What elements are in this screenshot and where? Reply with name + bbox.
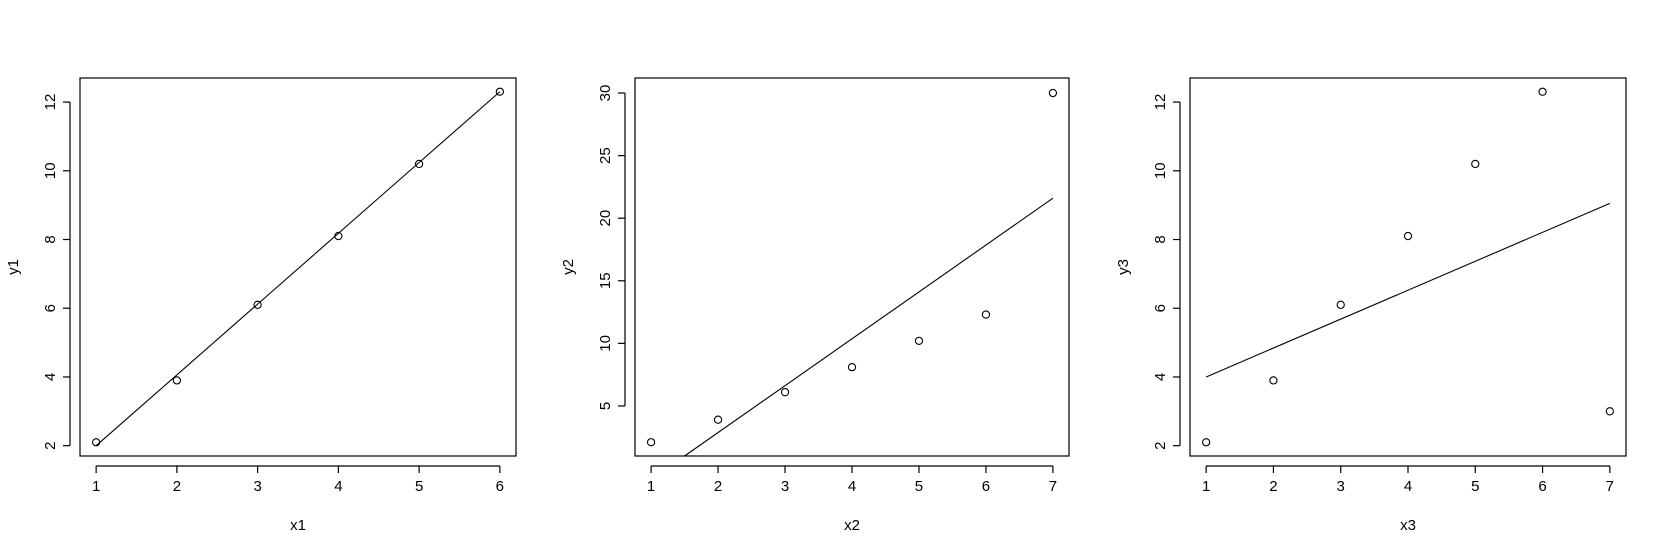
data-point: [981, 310, 991, 319]
x-tick-label: 5: [1471, 478, 1479, 495]
y-tick-label: 20: [597, 210, 614, 227]
y-tick-label: 4: [42, 373, 59, 381]
scatter-panel-2: 1 2 3 4 5 6 7 5 10 15 20 25 30 x2 y2: [560, 77, 1070, 534]
y-tick-label: 5: [597, 402, 614, 410]
x-tick-label: 6: [982, 478, 990, 495]
plot-frame: [79, 77, 517, 457]
x-tick-label: 5: [915, 478, 923, 495]
data-point: [334, 231, 343, 241]
plot-frame: [1189, 77, 1627, 457]
data-point: [646, 438, 656, 447]
y-tick-label: 12: [1152, 94, 1169, 111]
x-tick-label: 7: [1606, 478, 1614, 495]
x-axis-label: x3: [1400, 517, 1416, 534]
data-point: [414, 159, 424, 169]
y-tick-label: 6: [1152, 304, 1169, 312]
data-point: [1538, 87, 1547, 96]
data-point: [253, 300, 262, 309]
data-point: [1471, 159, 1480, 169]
x-tick-label: 5: [415, 478, 423, 495]
data-point: [495, 87, 505, 96]
y-tick-label: 15: [597, 272, 614, 289]
fit-line: [684, 197, 1054, 457]
data-point: [1048, 88, 1058, 98]
x-tick-label: 6: [496, 478, 504, 495]
y-tick-label: 4: [1152, 373, 1169, 381]
y-tick-label: 10: [42, 162, 59, 179]
y-tick-label: 30: [597, 85, 614, 102]
data-point: [1201, 438, 1211, 447]
x-axis-label: x2: [844, 517, 860, 534]
x-axis-label: x1: [290, 517, 306, 534]
y-axis-label: y3: [1115, 259, 1132, 275]
x-tick-label: 7: [1049, 478, 1057, 495]
data-point: [780, 388, 790, 397]
fit-line: [1205, 202, 1611, 378]
data-point: [1605, 407, 1615, 416]
data-point: [914, 336, 924, 345]
y-axis-label: y1: [5, 259, 22, 275]
y-tick-label: 2: [42, 442, 59, 450]
y-tick-label: 6: [42, 304, 59, 312]
x-tick-label: 1: [647, 478, 655, 495]
data-point: [172, 376, 182, 385]
y-tick-label: 10: [1152, 162, 1169, 179]
x-tick-label: 3: [781, 478, 789, 495]
data-point: [1336, 300, 1345, 309]
y-tick-label: 8: [1152, 235, 1169, 243]
x-tick-label: 1: [1202, 478, 1210, 495]
x-tick-label: 3: [253, 478, 261, 495]
y-tick-label: 2: [1152, 442, 1169, 450]
data-point: [1269, 376, 1278, 385]
data-point: [847, 362, 857, 372]
x-tick-label: 1: [92, 478, 100, 495]
y-axis-label: y2: [560, 259, 577, 275]
data-point: [91, 438, 101, 447]
x-tick-label: 4: [848, 478, 856, 495]
y-tick-label: 8: [42, 235, 59, 243]
x-tick-label: 3: [1337, 478, 1345, 495]
data-point: [1403, 231, 1413, 241]
x-tick-label: 4: [334, 478, 342, 495]
x-tick-label: 6: [1538, 478, 1546, 495]
x-tick-label: 2: [1269, 478, 1277, 495]
y-tick-label: 12: [42, 94, 59, 111]
y-tick-label: 25: [597, 147, 614, 164]
fit-line: [95, 91, 501, 447]
x-tick-label: 2: [173, 478, 181, 495]
plot-frame: [634, 77, 1070, 457]
data-point: [713, 415, 723, 424]
x-tick-label: 4: [1404, 478, 1412, 495]
x-tick-label: 2: [714, 478, 722, 495]
y-tick-label: 10: [597, 335, 614, 352]
